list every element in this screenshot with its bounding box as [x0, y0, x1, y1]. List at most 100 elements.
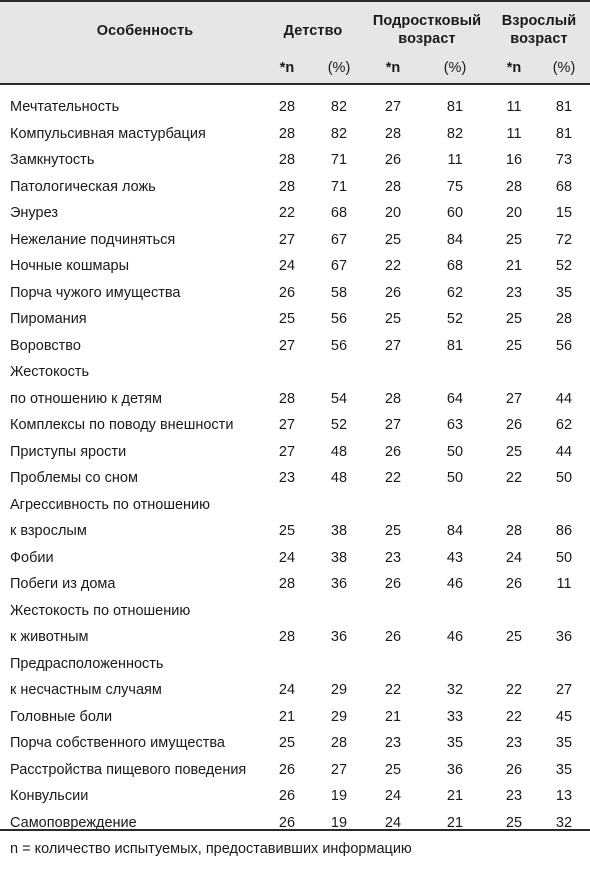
row-value: 28	[278, 99, 296, 115]
row-value: 29	[330, 682, 348, 698]
row-value: 84	[446, 523, 464, 539]
row-value: 64	[446, 390, 464, 407]
table-row: Нежелание подчиняться 27 67 25 84 25 72	[0, 227, 590, 254]
subheader-child-n: *n	[279, 60, 295, 76]
row-value: 28	[278, 152, 296, 168]
row-value: 33	[446, 708, 464, 725]
row-value: 52	[555, 258, 573, 274]
row-value: 35	[446, 735, 464, 751]
row-value: 26	[384, 443, 402, 460]
row-value: 50	[555, 549, 573, 566]
row-value: 81	[446, 99, 464, 115]
row-label: Побеги из дома	[10, 576, 116, 592]
row-label: Расстройства пищевого поведения	[10, 761, 247, 778]
row-value: 27	[555, 682, 573, 698]
row-label: Агрессивность по отношению	[10, 496, 211, 513]
subheader-adult-pct: (%)	[552, 60, 576, 76]
header-teen-line1: Подростковый	[372, 13, 482, 29]
row-value: 26	[278, 814, 296, 831]
table-row: Энурез 22 68 20 60 20 15	[0, 200, 590, 227]
header-adult-line1: Взрослый	[501, 13, 577, 29]
row-value: 68	[330, 205, 348, 221]
row-value: 36	[330, 576, 348, 592]
subheader-teen-n: *n	[385, 60, 401, 76]
row-value: 44	[555, 390, 573, 407]
row-value: 43	[446, 549, 464, 566]
row-label: Предрасположенность	[10, 655, 164, 672]
row-value: 62	[446, 284, 464, 301]
row-value: 26	[384, 576, 402, 592]
table-bottom-rule	[0, 829, 590, 831]
row-value: 82	[446, 125, 464, 142]
row-value: 11	[556, 576, 572, 592]
row-value: 67	[330, 231, 348, 248]
row-value: 28	[278, 125, 296, 142]
row-value: 25	[505, 231, 523, 248]
row-value: 23	[384, 549, 402, 566]
row-value: 35	[555, 284, 573, 301]
row-label: по отношению к детям	[10, 390, 162, 407]
row-value: 11	[447, 152, 463, 168]
row-label: Мечтательность	[10, 99, 120, 115]
table-row: Порча собственного имущества 25 28 23 35 23 35	[0, 730, 590, 757]
row-value: 27	[384, 99, 402, 115]
row-value: 81	[555, 125, 573, 142]
row-value: 25	[505, 311, 523, 327]
row-value: 21	[446, 814, 464, 831]
table-header: Особенность Детство Подростковый возраст…	[0, 0, 590, 85]
row-value: 46	[446, 576, 464, 592]
row-value: 35	[555, 735, 573, 751]
row-value: 82	[330, 99, 348, 115]
subheader-adult-n: *n	[506, 60, 522, 76]
row-value: 26	[505, 576, 523, 592]
table-row: Конвульсии 26 19 24 21 23 13	[0, 783, 590, 810]
row-value: 56	[555, 337, 573, 354]
row-value: 21	[505, 258, 523, 274]
row-value: 22	[384, 470, 402, 486]
table-row: Расстройства пищевого поведения 26 27 25 36 2…	[0, 757, 590, 784]
row-value: 62	[555, 417, 573, 433]
table-row: Пиромания 25 56 25 52 25 28	[0, 306, 590, 333]
row-value: 44	[555, 443, 573, 460]
row-value: 26	[384, 629, 402, 645]
subheader-teen-pct: (%)	[443, 60, 467, 76]
row-value: 52	[330, 417, 348, 433]
row-value: 22	[505, 708, 523, 725]
row-label: Жестокость	[10, 364, 90, 380]
row-label: Нежелание подчиняться	[10, 231, 176, 248]
row-value: 26	[278, 284, 296, 301]
table-row: Приступы ярости 27 48 26 50 25 44	[0, 439, 590, 466]
row-value: 28	[555, 311, 573, 327]
row-value: 32	[555, 814, 573, 831]
row-value: 25	[384, 761, 402, 778]
row-value: 26	[505, 417, 523, 433]
row-value: 86	[555, 523, 573, 539]
row-label: Патологическая ложь	[10, 178, 156, 195]
row-value: 28	[384, 178, 402, 195]
row-value: 50	[555, 470, 573, 486]
row-label: Воровство	[10, 337, 81, 354]
row-value: 27	[384, 417, 402, 433]
row-value: 23	[278, 470, 296, 486]
header-adult: Взрослый возраст	[494, 12, 584, 48]
row-label: к несчастным случаям	[10, 682, 162, 698]
table-row: Ночные кошмары 24 67 22 68 21 52	[0, 253, 590, 280]
row-value: 24	[278, 258, 296, 274]
row-value: 26	[278, 788, 296, 804]
row-value: 45	[555, 708, 573, 725]
row-value: 72	[555, 231, 573, 248]
header-teen-line2: возраст	[398, 31, 456, 47]
row-label: Порча собственного имущества	[10, 735, 225, 751]
row-value: 24	[278, 682, 296, 698]
row-label: Приступы ярости	[10, 443, 127, 460]
row-value: 22	[278, 205, 296, 221]
row-value: 73	[555, 152, 573, 168]
row-value: 25	[384, 231, 402, 248]
row-label: Головные боли	[10, 708, 113, 725]
row-value: 15	[555, 205, 573, 221]
row-value: 25	[505, 629, 523, 645]
row-value: 22	[505, 470, 523, 486]
row-value: 28	[330, 735, 348, 751]
row-value: 81	[555, 99, 573, 115]
row-value: 50	[446, 470, 464, 486]
